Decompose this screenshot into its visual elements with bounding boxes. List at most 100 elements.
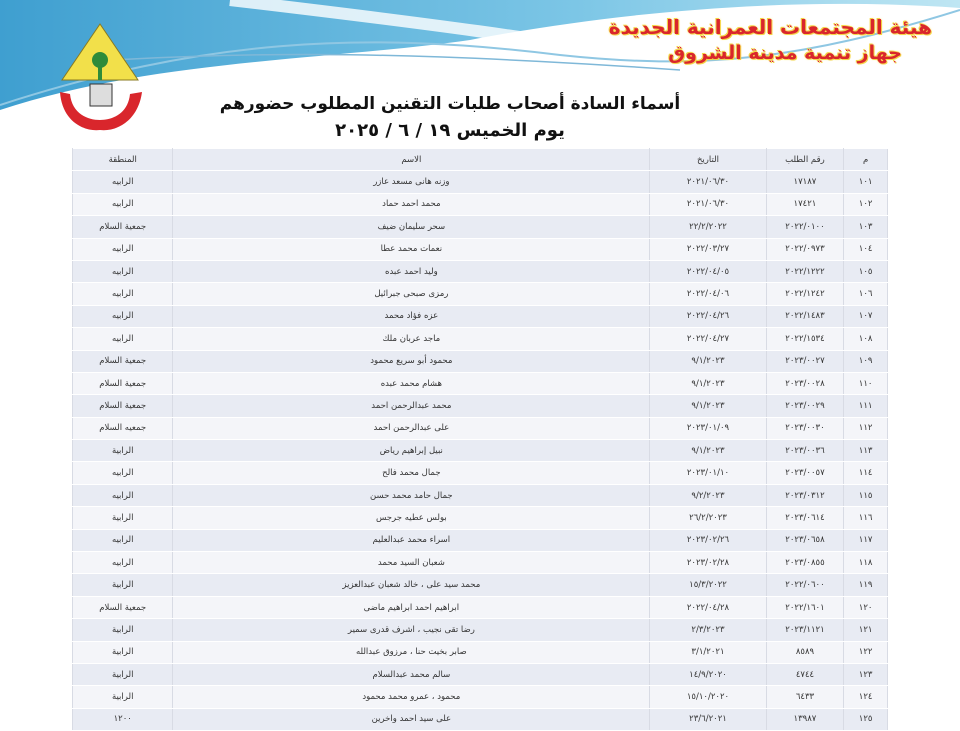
cell-date: ٢٠٢٣/٠١/٠٩ bbox=[649, 416, 767, 441]
cell-date: ٢٠٢٢/٠٤/٢٧ bbox=[649, 327, 767, 351]
cell-row-number: ١١٩ bbox=[843, 573, 888, 597]
table-header-row: م رقم الطلب التاريخ الاسم المنطقة bbox=[71, 147, 888, 172]
cell-row-number: ١٢٠ bbox=[843, 595, 888, 620]
table-row: ١١٣ ٢٠٢٣/٠٠٣٦ ٩/١/٢٠٢٣ نبيل إبراهيم رياض الر… bbox=[71, 439, 888, 463]
cell-name: محمد احمد حماد bbox=[172, 192, 651, 217]
cell-date: ٩/١/٢٠٢٣ bbox=[649, 394, 767, 418]
cell-request-number: ١٣٩٨٧ bbox=[765, 707, 845, 731]
column-header-area: المنطقة bbox=[71, 147, 174, 172]
cell-date: ٣/١/٢٠٢١ bbox=[649, 640, 767, 664]
cell-name: نعمات محمد عطا bbox=[172, 237, 651, 261]
cell-request-number: ٢٠٢٢/١٥٣٤ bbox=[765, 327, 845, 351]
cell-name: ماجد عربان ملك bbox=[172, 327, 651, 351]
table-row: ١٠٩ ٢٠٢٣/٠٠٢٧ ٩/١/٢٠٢٣ محمود أبو سريع محمود… bbox=[71, 349, 888, 373]
cell-row-number: ١٠٩ bbox=[843, 349, 888, 373]
cell-request-number: ٢٠٢٣/٠٠٥٧ bbox=[765, 461, 845, 485]
header-banner bbox=[0, 0, 960, 110]
cell-row-number: ١١٦ bbox=[843, 506, 888, 530]
cell-date: ٢٠٢٢/٠٤/٠٥ bbox=[649, 259, 767, 284]
cell-name: صابر بخيت حنا ، مرزوق عبدالله bbox=[172, 640, 651, 664]
column-header-request-number: رقم الطلب bbox=[765, 147, 845, 172]
table-row: ١١٩ ٢٠٢٢/٠٦٠٠ ١٥/٣/٢٠٢٢ محمد سيد على ، خالد… bbox=[71, 573, 888, 597]
cell-row-number: ١١٤ bbox=[843, 461, 888, 485]
cell-row-number: ١١٨ bbox=[843, 551, 888, 575]
table-row: ١٢٥ ١٣٩٨٧ ٢٣/٦/٢٠٢١ على سيد احمد واخرين ١٢٠٠ bbox=[71, 707, 888, 731]
document-date: يوم الخميس ١٩ / ٦ / ٢٠٢٥ bbox=[335, 120, 565, 141]
table-row: ١٢٠ ٢٠٢٢/١٦٠١ ٢٠٢٢/٠٤/٢٨ ابراهيم احمد ابراه… bbox=[71, 595, 888, 620]
table-row: ١٠١ ١٧١٨٧ ٢٠٢١/٠٦/٣٠ وزنه هانى مسعد عازر الر… bbox=[71, 170, 888, 194]
cell-date: ٩/١/٢٠٢٣ bbox=[649, 371, 767, 396]
cell-request-number: ٢٠٢٣/٠٠٢٨ bbox=[765, 371, 845, 396]
table-row: ١١٥ ٢٠٢٣/٠٣١٢ ٩/٢/٢٠٢٣ جمال حامد محمد حسن ال… bbox=[71, 483, 888, 508]
cell-name: سالم محمد عبدالسلام bbox=[172, 662, 651, 687]
cell-area: الرابية bbox=[71, 662, 174, 687]
document-title: أسماء السادة أصحاب طلبات التقنين المطلوب… bbox=[219, 94, 681, 114]
cell-area: جمعية السلام bbox=[71, 215, 174, 239]
cell-date: ٢٠٢٢/٠٤/٢٨ bbox=[649, 595, 767, 620]
cell-request-number: ٨٥٨٩ bbox=[765, 640, 845, 664]
cell-area: ١٢٠٠ bbox=[71, 707, 174, 731]
table-row: ١٠٣ ٢٠٢٢/٠١٠٠ ٢٢/٢/٢٠٢٢ سحر سليمان ضيف جمعية… bbox=[71, 215, 888, 239]
cell-date: ٢٠٢٣/٠٢/٢٦ bbox=[649, 528, 767, 553]
cell-row-number: ١١٢ bbox=[843, 416, 888, 441]
cell-row-number: ١١٧ bbox=[843, 528, 888, 553]
cell-request-number: ١٧٤٢١ bbox=[765, 192, 845, 217]
cell-row-number: ١٢٣ bbox=[843, 662, 888, 687]
cell-request-number: ٢٠٢٢/١٤٨٣ bbox=[765, 304, 845, 329]
cell-name: على سيد احمد واخرين bbox=[172, 707, 651, 731]
cell-name: محمد عبدالرحمن احمد bbox=[172, 394, 651, 418]
cell-request-number: ٢٠٢٢/٠١٠٠ bbox=[765, 215, 845, 239]
cell-area: الرابيه bbox=[71, 170, 174, 194]
cell-row-number: ١٢٢ bbox=[843, 640, 888, 664]
cell-area: الرابيه bbox=[71, 483, 174, 508]
cell-date: ٢٠٢٢/٠٤/٢٦ bbox=[649, 304, 767, 329]
cell-row-number: ١١١ bbox=[843, 394, 888, 418]
cell-request-number: ٢٠٢٢/٠٦٠٠ bbox=[765, 573, 845, 597]
cell-name: نبيل إبراهيم رياض bbox=[172, 439, 651, 463]
table-row: ١١٧ ٢٠٢٣/٠٦٥٨ ٢٠٢٣/٠٢/٢٦ اسراء محمد عبدالعل… bbox=[71, 528, 888, 553]
cell-row-number: ١٠٧ bbox=[843, 304, 888, 329]
table-row: ١٠٦ ٢٠٢٢/١٢٤٢ ٢٠٢٢/٠٤/٠٦ رمزى صبحى جبرائيل ا… bbox=[71, 282, 888, 306]
cell-row-number: ١٢١ bbox=[843, 618, 888, 642]
org-line-2: جهاز تنمية مدينة الشروق bbox=[668, 42, 902, 64]
cell-name: عزه فؤاد محمد bbox=[172, 304, 651, 329]
cell-date: ٢٠٢١/٠٦/٣٠ bbox=[649, 192, 767, 217]
cell-name: هشام محمد عبده bbox=[172, 371, 651, 396]
cell-date: ١٥/٣/٢٠٢٢ bbox=[649, 573, 767, 597]
cell-area: الرابية bbox=[71, 640, 174, 664]
cell-date: ١٥/١٠/٢٠٢٠ bbox=[649, 685, 767, 709]
cell-name: شعبان السيد محمد bbox=[172, 551, 651, 575]
table-row: ١٢٣ ٤٧٤٤ ١٤/٩/٢٠٢٠ سالم محمد عبدالسلام الراب… bbox=[71, 662, 888, 687]
cell-name: جمال حامد محمد حسن bbox=[172, 483, 651, 508]
cell-request-number: ٢٠٢٣/٠٠٢٩ bbox=[765, 394, 845, 418]
cell-area: الرابية bbox=[71, 439, 174, 463]
cell-area: جمعية السلام bbox=[71, 595, 174, 620]
table-row: ١١٤ ٢٠٢٣/٠٠٥٧ ٢٠٢٣/٠١/١٠ جمال محمد فالح الرا… bbox=[71, 461, 888, 485]
table-row: ١٠٢ ١٧٤٢١ ٢٠٢١/٠٦/٣٠ محمد احمد حماد الرابيه bbox=[71, 192, 888, 217]
organization-name: هيئة المجتمعات العمرانية الجديدة جهاز تن… bbox=[609, 14, 932, 66]
cell-area: الرابية bbox=[71, 573, 174, 597]
cell-area: الرابيه bbox=[71, 528, 174, 553]
table-row: ١١٦ ٢٠٢٣/٠٦١٤ ٢٦/٢/٢٠٢٣ بولس عطيه جرجس الراب… bbox=[71, 506, 888, 530]
cell-area: جمعية السلام bbox=[71, 394, 174, 418]
table-row: ١٠٥ ٢٠٢٢/١٢٢٢ ٢٠٢٢/٠٤/٠٥ وليد احمد عبده الرا… bbox=[71, 259, 888, 284]
cell-request-number: ٢٠٢٢/١٢٤٢ bbox=[765, 282, 845, 306]
cell-date: ١٤/٩/٢٠٢٠ bbox=[649, 662, 767, 687]
cell-date: ٢٠٢١/٠٦/٣٠ bbox=[649, 170, 767, 194]
cell-request-number: ١٧١٨٧ bbox=[765, 170, 845, 194]
cell-area: الرابيه bbox=[71, 461, 174, 485]
cell-date: ٢٠٢٣/٠٢/٢٨ bbox=[649, 551, 767, 575]
cell-request-number: ٤٧٤٤ bbox=[765, 662, 845, 687]
cell-area: الرابيه bbox=[71, 282, 174, 306]
cell-name: رضا تقى نجيب ، اشرف قدرى سمير bbox=[172, 618, 651, 642]
cell-request-number: ٢٠٢٣/٠٦١٤ bbox=[765, 506, 845, 530]
cell-request-number: ٢٠٢٣/٠٠٣٠ bbox=[765, 416, 845, 441]
cell-date: ٢/٣/٢٠٢٣ bbox=[649, 618, 767, 642]
table-row: ١٠٧ ٢٠٢٢/١٤٨٣ ٢٠٢٢/٠٤/٢٦ عزه فؤاد محمد الراب… bbox=[71, 304, 888, 329]
cell-area: الرابيه bbox=[71, 551, 174, 575]
cell-row-number: ١٠١ bbox=[843, 170, 888, 194]
table-row: ١١٢ ٢٠٢٣/٠٠٣٠ ٢٠٢٣/٠١/٠٩ على عبدالرحمن احمد… bbox=[71, 416, 888, 441]
column-header-date: التاريخ bbox=[649, 147, 767, 172]
cell-name: رمزى صبحى جبرائيل bbox=[172, 282, 651, 306]
cell-name: وليد احمد عبده bbox=[172, 259, 651, 284]
